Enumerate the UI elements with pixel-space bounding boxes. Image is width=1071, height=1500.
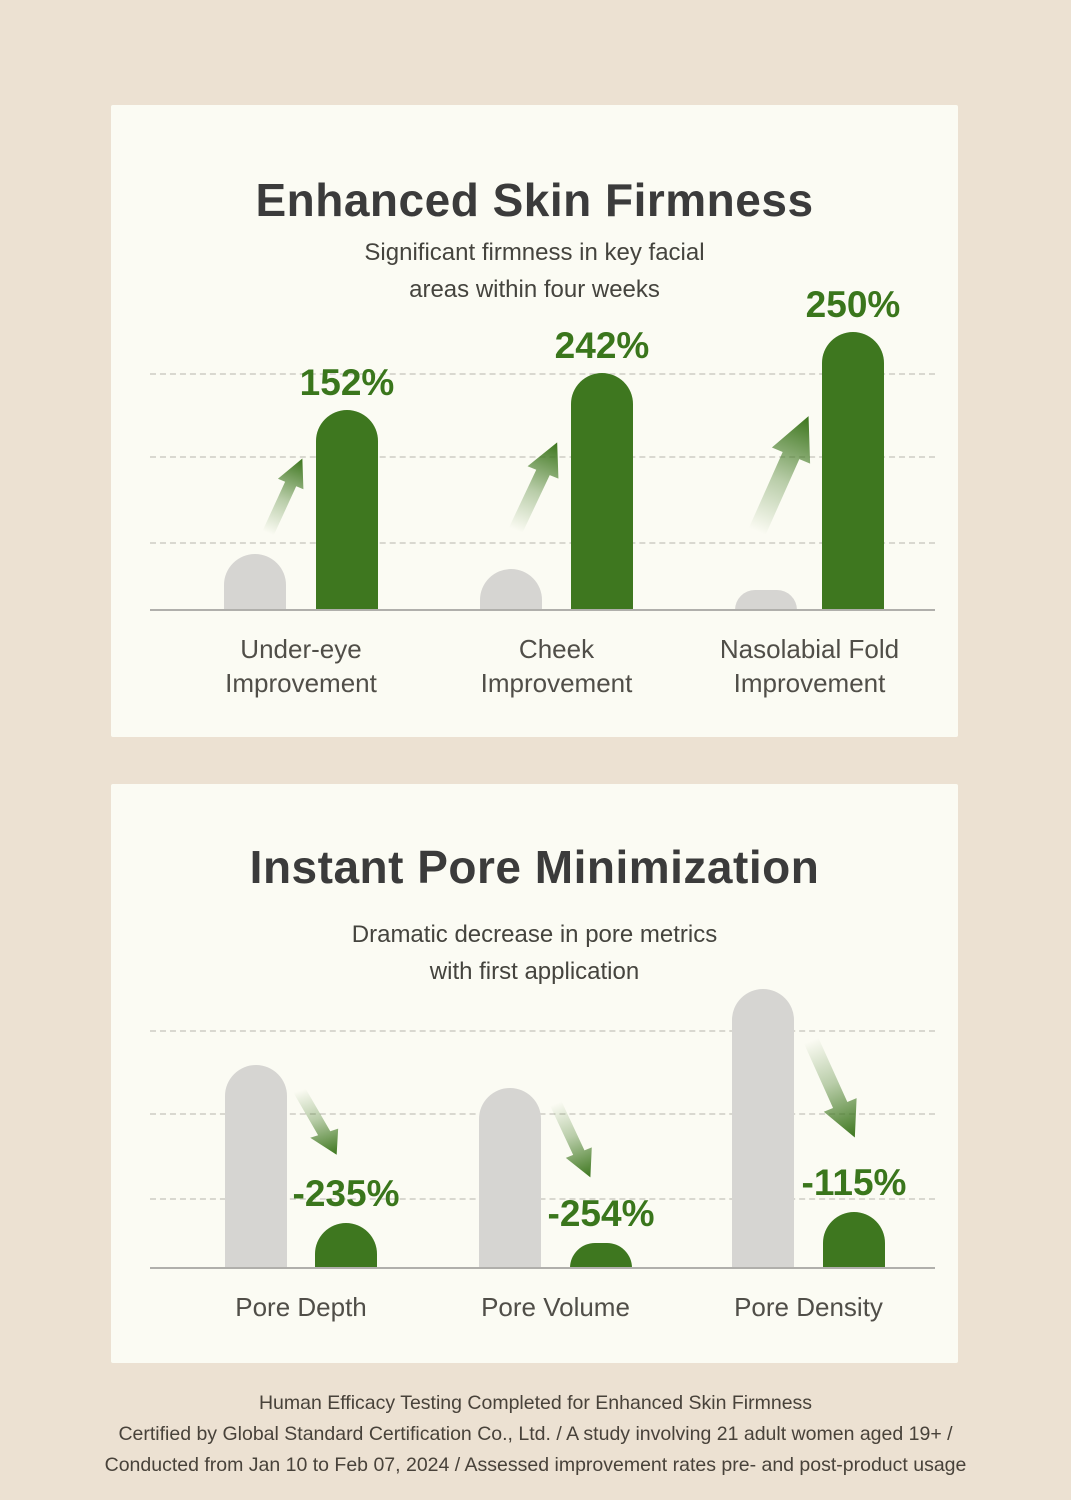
category-label: Under-eye Improvement: [225, 634, 377, 698]
before-bar: [479, 1088, 541, 1268]
subtitle-line-2: with first application: [429, 958, 640, 985]
footnote-line-1: Human Efficacy Testing Completed for Enh…: [258, 1392, 813, 1414]
pore-chart-card: Instant Pore Minimization Dramatic decre…: [111, 784, 958, 1363]
bar-pair-group: -235% Pore Depth: [225, 784, 399, 1322]
upward-trend-arrow-glyph: [748, 416, 811, 535]
bar-pair-group: -254% Pore Volume: [479, 784, 654, 1322]
downward-trend-arrow-icon: [800, 1032, 867, 1150]
category-label: Pore Volume: [481, 1292, 630, 1322]
footnote-line-2: Certified by Global Standard Certificati…: [118, 1423, 953, 1445]
upward-trend-arrow-icon: [739, 400, 817, 539]
x-axis-baseline: [150, 609, 935, 611]
after-bar: [315, 1223, 377, 1268]
x-axis-baseline: [150, 1267, 935, 1269]
gridline: [150, 1030, 935, 1032]
downward-trend-arrow-glyph: [550, 1101, 592, 1178]
gridline: [150, 373, 935, 375]
after-bar: [570, 1243, 632, 1268]
firmness-chart-subtitle: Significant firmness in key facial areas …: [111, 234, 958, 308]
certification-footnote: Human Efficacy Testing Completed for Enh…: [0, 1388, 1071, 1481]
pore-chart-title: Instant Pore Minimization: [249, 841, 820, 893]
subtitle-line-2: areas within four weeks: [409, 276, 660, 303]
value-label: -235%: [292, 1173, 400, 1214]
gridline: [150, 542, 935, 544]
firmness-chart-title: Enhanced Skin Firmness: [255, 174, 814, 226]
after-bar: [822, 332, 884, 610]
category-label: Nasolabial Fold Improvement: [719, 634, 900, 698]
bar-pair-group: 250% Nasolabial Fold Improvement: [720, 105, 900, 698]
downward-trend-arrow-glyph: [293, 1088, 339, 1155]
gridline: [150, 1198, 935, 1200]
firmness-chart-card: Enhanced Skin Firmness Significant firmn…: [111, 105, 958, 737]
before-bar: [224, 554, 286, 610]
upward-trend-arrow-icon: [256, 448, 308, 538]
upward-trend-arrow-icon: [501, 430, 564, 536]
value-label: -115%: [801, 1162, 907, 1203]
after-bar: [316, 410, 378, 610]
downward-trend-arrow-glyph: [804, 1037, 857, 1138]
bar-pair-group: -115% Pore Density: [732, 784, 906, 1322]
value-label: 152%: [299, 362, 395, 403]
before-bar: [735, 590, 797, 610]
value-label: 250%: [805, 284, 901, 325]
value-label: -254%: [547, 1193, 655, 1234]
upward-trend-arrow-glyph: [508, 442, 559, 533]
upward-trend-arrow-glyph: [262, 458, 304, 536]
gridline: [150, 1113, 935, 1115]
after-bar: [823, 1212, 885, 1268]
category-label: Pore Density: [734, 1292, 883, 1322]
downward-trend-arrow-icon: [547, 1097, 600, 1187]
after-bar: [571, 373, 633, 610]
subtitle-line-1: Dramatic decrease in pore metrics: [351, 921, 718, 948]
pore-chart-subtitle: Dramatic decrease in pore metrics with fi…: [111, 916, 958, 990]
before-bar: [732, 989, 794, 1268]
before-bar: [225, 1065, 287, 1268]
value-label: 242%: [554, 325, 650, 366]
bar-pair-group: 242% Cheek Improvement: [480, 105, 649, 698]
footnote-line-3: Conducted from Jan 10 to Feb 07, 2024 / …: [104, 1454, 967, 1476]
pore-bar-chart: -235% Pore Depth -254% Pore Volume -115% Po…: [111, 784, 958, 1322]
firmness-bar-chart: 152% Under-eye Improvement 242% Cheek Improv…: [111, 105, 958, 698]
before-bar: [480, 569, 542, 610]
downward-trend-arrow-icon: [290, 1085, 347, 1163]
category-label: Pore Depth: [235, 1292, 367, 1322]
category-label: Cheek Improvement: [480, 634, 633, 698]
bar-pair-group: 152% Under-eye Improvement: [224, 105, 394, 698]
subtitle-line-1: Significant firmness in key facial: [364, 239, 705, 266]
